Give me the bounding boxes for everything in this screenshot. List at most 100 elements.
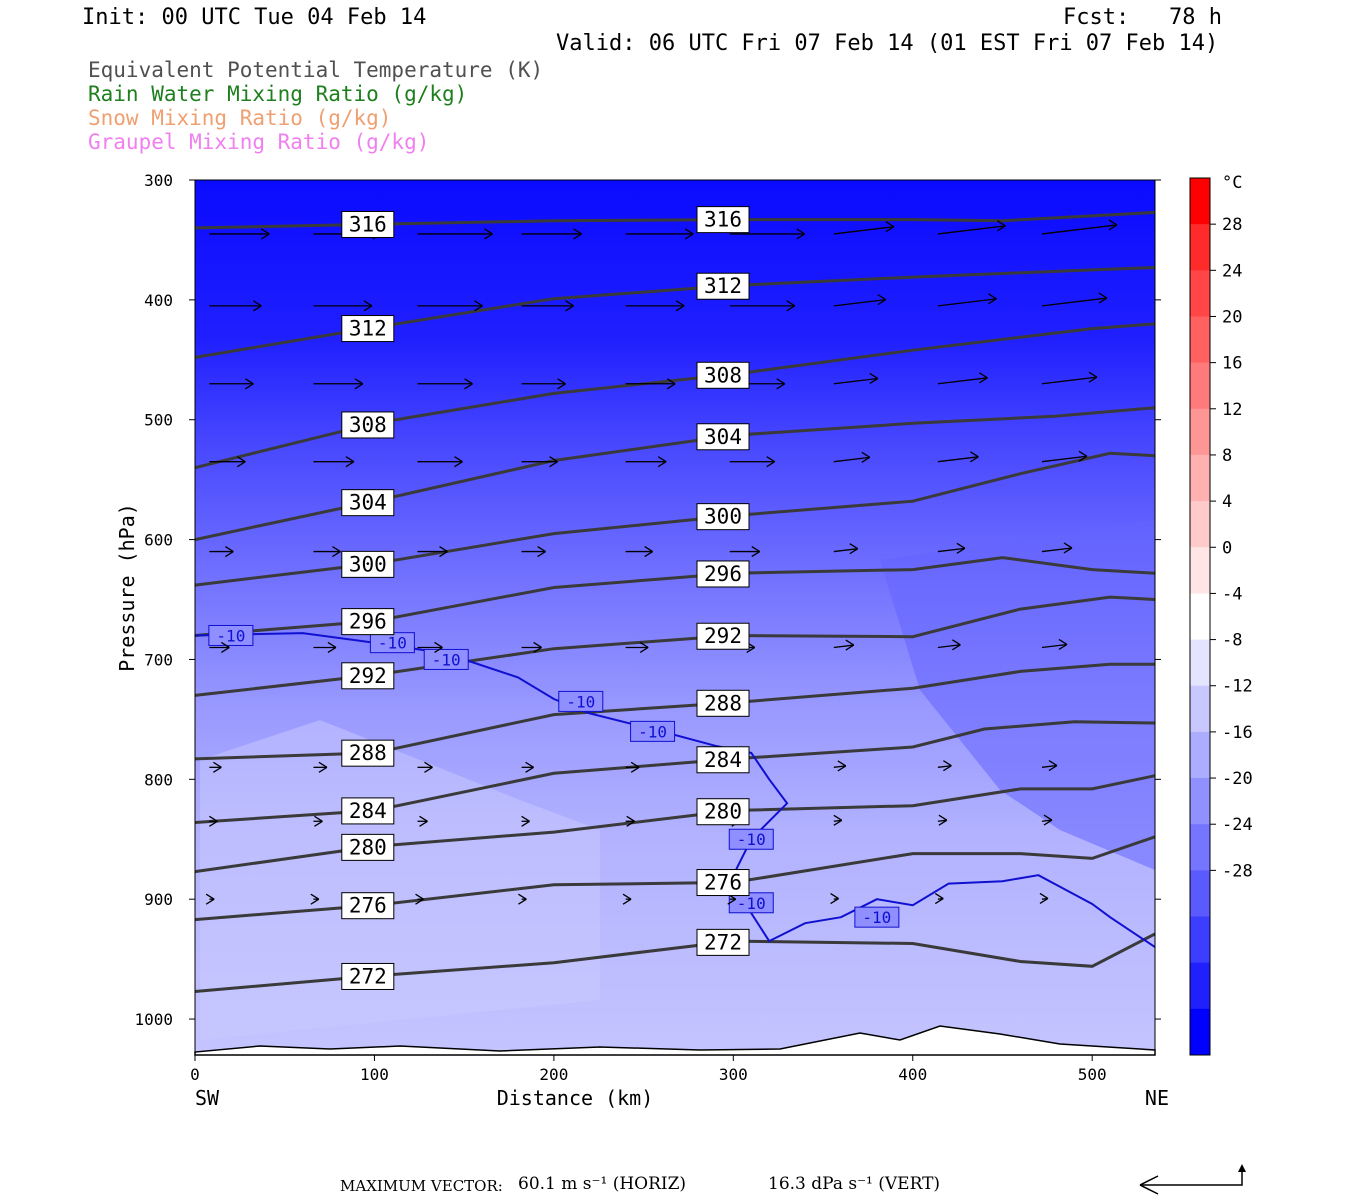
y-tick-label: 300	[144, 171, 173, 190]
colorbar-tick-label: 24	[1222, 261, 1242, 281]
wind-vector-head	[657, 456, 667, 468]
colorbar-tick-label: 4	[1222, 492, 1232, 512]
theta-e-contour	[194, 835, 1156, 922]
wind-vector-shaft	[1041, 547, 1073, 553]
wind-vector	[1041, 814, 1053, 826]
contour-label-box	[341, 608, 395, 636]
field-label-graupel: Graupel Mixing Ratio (g/kg)	[88, 130, 430, 154]
colorbar-swatch	[1190, 824, 1210, 871]
wind-vector	[521, 815, 530, 827]
contour-label: 280	[696, 798, 750, 826]
wind-vector	[521, 378, 566, 390]
contour-label-box	[696, 272, 750, 300]
colorbar-swatch	[1190, 224, 1210, 271]
contour-label-text: 308	[704, 363, 742, 387]
contour-label: 304	[696, 423, 750, 451]
colorbar-swatch	[1190, 916, 1210, 964]
wind-vector-head	[952, 639, 961, 651]
wind-vector	[625, 378, 676, 390]
colorbar-tick-label: -8	[1222, 631, 1242, 651]
wind-vector-head	[885, 221, 895, 233]
wind-vector	[1041, 219, 1118, 235]
wind-vector-head	[626, 815, 635, 827]
wind-vector	[209, 456, 246, 468]
wind-vector	[833, 294, 887, 307]
wind-vector-head	[644, 546, 653, 558]
contour-label-box	[696, 798, 750, 826]
wind-vector-shaft	[1041, 764, 1058, 768]
isotherm-label-text: -10	[737, 830, 766, 849]
wind-vector-head	[934, 892, 944, 905]
contour-label: 276	[696, 869, 750, 897]
wind-vector-shaft	[833, 377, 878, 385]
wind-vector-head	[261, 228, 270, 240]
wind-vector	[830, 893, 839, 905]
wind-vector	[1041, 292, 1108, 307]
wind-vector-shaft	[833, 765, 846, 768]
wind-vector	[310, 893, 320, 905]
theta-e-contour	[194, 595, 1156, 697]
wind-vector-shaft	[1041, 297, 1108, 307]
isotherm-label-text: -10	[216, 626, 245, 645]
contour-label-text: 312	[349, 317, 387, 341]
wind-vector	[729, 228, 806, 240]
wind-vector-shaft	[1041, 224, 1118, 235]
colorbar-swatch	[1190, 1008, 1210, 1056]
wind-vector	[209, 815, 218, 827]
wind-vector	[937, 542, 966, 554]
contour-label-text: 272	[704, 930, 742, 954]
colorbar-swatch	[1190, 547, 1210, 594]
wind-vector	[729, 456, 776, 468]
wind-vector-head	[314, 815, 323, 827]
contour-label: 300	[341, 550, 395, 578]
colorbar-swatch	[1190, 731, 1210, 779]
contour-label: 304	[341, 489, 395, 517]
contour-label-text: 296	[704, 562, 742, 586]
wind-vector-head	[439, 546, 448, 558]
wind-vector-shaft	[937, 547, 965, 553]
contour-label-box	[696, 503, 750, 531]
wind-vector-head	[345, 456, 355, 468]
colorbar-tick-label: -20	[1222, 769, 1253, 789]
wind-vector-head	[970, 451, 979, 463]
wind-vector-head	[861, 451, 871, 463]
wind-vector-head	[205, 893, 215, 905]
field-label-snow: Snow Mixing Ratio (g/kg)	[88, 106, 392, 130]
colorbar-tick-label: -12	[1222, 677, 1253, 697]
wind-vector-head	[1063, 542, 1073, 554]
right-end-label: NE	[1145, 1086, 1169, 1110]
isotherm-label-box	[728, 828, 774, 850]
contour-label-text: 276	[704, 871, 742, 895]
wind-vector	[833, 760, 847, 772]
wind-vector-shaft	[833, 456, 870, 463]
wind-vector	[833, 451, 871, 463]
forecast-hour: Fcst: 78 h	[1063, 5, 1222, 30]
wind-vector	[209, 546, 234, 558]
theta-e-contour	[194, 662, 1155, 761]
colorbar-tick-label: 20	[1222, 307, 1242, 327]
wind-vector-head	[209, 815, 218, 827]
left-end-label: SW	[195, 1086, 220, 1110]
wind-vector	[937, 220, 1006, 235]
wind-vector	[833, 639, 855, 651]
contour-label-text: 272	[349, 964, 387, 988]
contour-label: 272	[696, 928, 750, 956]
wind-vector-head	[549, 456, 558, 468]
wind-vector	[729, 546, 761, 558]
contour-label-text: 304	[349, 491, 387, 515]
contour-label: 276	[341, 892, 395, 920]
wind-vector	[937, 814, 948, 826]
wind-vector-shaft	[937, 456, 979, 463]
wind-vector	[415, 893, 424, 905]
contour-label-text: 284	[704, 748, 742, 772]
wind-vector	[833, 221, 895, 235]
contour-label: 284	[696, 746, 750, 774]
wind-vector	[417, 546, 448, 558]
isotherm-label-box	[558, 690, 604, 712]
reference-vector-icon	[1139, 1164, 1246, 1195]
isotherm-label-text: -10	[737, 894, 766, 913]
wind-vector-head	[943, 760, 952, 772]
contour-label-box	[341, 962, 395, 990]
wind-vector-head	[521, 815, 530, 827]
theta-e-contour	[194, 932, 1156, 993]
